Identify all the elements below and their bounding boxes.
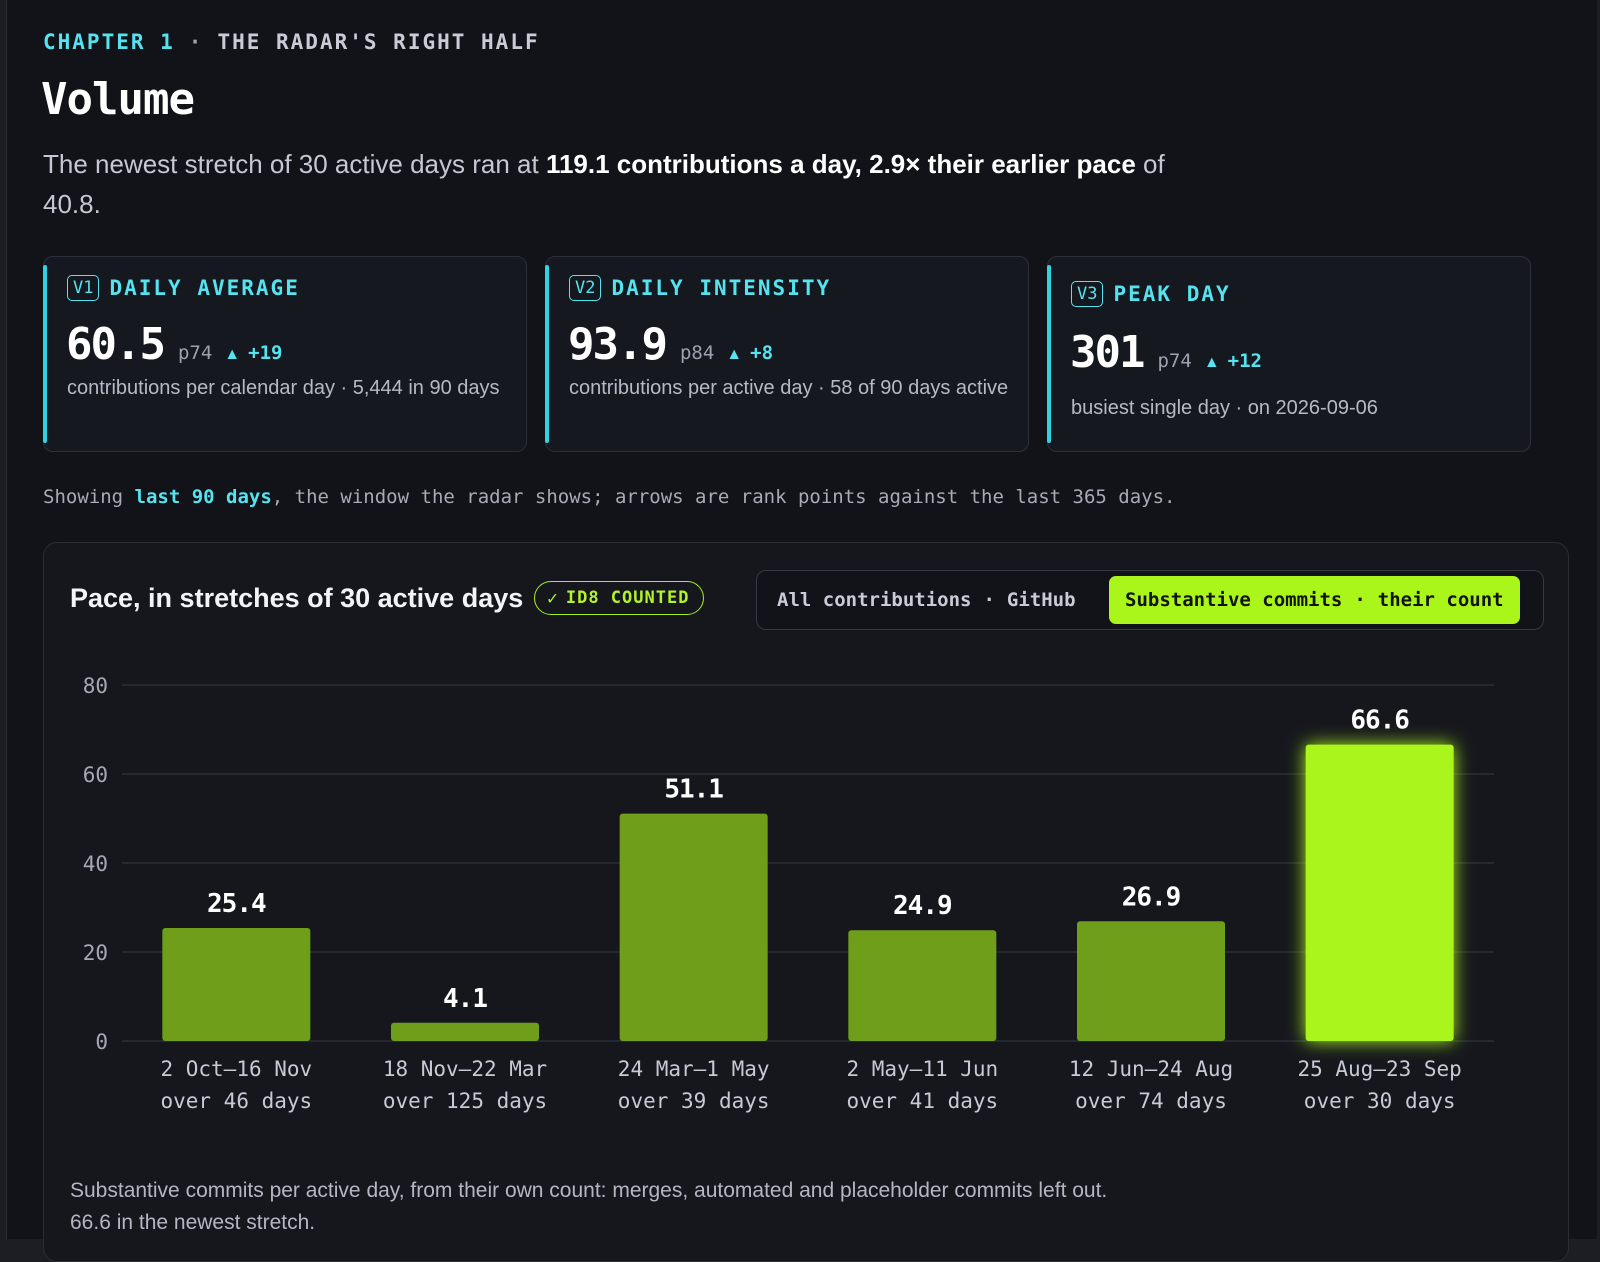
x-tick-sublabel: over 39 days xyxy=(618,1089,770,1113)
card-value: 301 xyxy=(1070,327,1145,378)
card-label: Daily average xyxy=(109,276,300,300)
card-description: contributions per active day · 58 of 90 … xyxy=(569,377,1009,399)
lede-after: of 40.8. xyxy=(43,149,1165,219)
card-description: contributions per calendar day · 5,444 i… xyxy=(67,377,500,399)
bar xyxy=(162,927,311,1041)
x-tick-label: 25 Aug–23 Sep xyxy=(1297,1057,1461,1081)
bar-value-label: 66.6 xyxy=(1350,706,1409,736)
card-value-row: 301 p74 ▲ +12 xyxy=(1070,327,1262,378)
x-tick-sublabel: over 41 days xyxy=(846,1089,998,1113)
counted-badge: ✓ ID8 counted xyxy=(534,581,705,615)
y-tick-label: 60 xyxy=(83,763,108,787)
up-arrow-icon: ▲ xyxy=(726,346,743,363)
card-header: V2 Daily intensity xyxy=(569,275,831,301)
bar xyxy=(391,1022,539,1041)
x-tick-label: 12 Jun–24 Aug xyxy=(1069,1057,1233,1081)
pace-chart-panel: Pace, in stretches of 30 active days ✓ I… xyxy=(43,542,1569,1262)
card-delta: +12 xyxy=(1227,350,1262,372)
page-title: Volume xyxy=(41,74,195,125)
card-delta: +8 xyxy=(750,342,774,364)
metric-card-daily-intensity: V2 Daily intensity 93.9 p84 ▲ +8 contrib… xyxy=(545,256,1029,452)
window-note-before: Showing xyxy=(43,486,135,508)
bar xyxy=(848,930,997,1041)
toggle-option-source: GitHub xyxy=(1006,589,1076,611)
toggle-option-label: Substantive commits xyxy=(1125,589,1343,611)
metric-cards: V1 Daily average 60.5 p74 ▲ +19 contribu… xyxy=(43,256,1569,454)
y-tick-label: 20 xyxy=(83,941,108,965)
card-percentile: p74 xyxy=(1157,350,1192,372)
lede-paragraph: The newest stretch of 30 active days ran… xyxy=(43,144,1223,224)
toggle-all-contributions[interactable]: All contributions · GitHub xyxy=(777,576,1076,624)
source-toggle: All contributions · GitHub Substantive com… xyxy=(756,570,1544,630)
card-value-row: 60.5 p74 ▲ +19 xyxy=(66,319,282,370)
chapter-heading: Chapter 1 · The radar's right half xyxy=(43,30,540,54)
card-description: busiest single day · on 2026-09-06 xyxy=(1071,397,1378,419)
x-tick-sublabel: over 46 days xyxy=(160,1089,312,1113)
y-tick-label: 80 xyxy=(83,674,108,698)
x-tick-label: 2 May–11 Jun xyxy=(846,1057,998,1081)
chapter-number: Chapter 1 xyxy=(43,30,175,54)
card-percentile: p74 xyxy=(177,342,213,364)
metric-card-daily-average: V1 Daily average 60.5 p74 ▲ +19 contribu… xyxy=(43,256,527,452)
bar xyxy=(1305,744,1454,1041)
x-tick-sublabel: over 74 days xyxy=(1075,1089,1227,1113)
pace-bar-chart: 0 20 40 60 80 25.4 2 Oct–16 Nov over 46 days 4.1… xyxy=(83,674,1494,1113)
lede-bold: 119.1 contributions a day, 2.9× their ea… xyxy=(545,149,1136,179)
card-label: Peak day xyxy=(1113,282,1231,306)
badge-label: ID8 counted xyxy=(565,588,690,608)
window-note-highlight: last 90 days xyxy=(134,486,272,508)
card-header: V3 Peak day xyxy=(1071,281,1231,307)
bar-value-label: 51.1 xyxy=(664,775,723,805)
toggle-separator: · xyxy=(1354,589,1366,611)
y-tick-label: 0 xyxy=(95,1030,108,1054)
panel-title: Pace, in stretches of 30 active days xyxy=(70,583,524,613)
window-note: Showing last 90 days, the window the rad… xyxy=(43,486,1175,508)
toggle-option-label: All contributions xyxy=(777,589,972,611)
x-tick-sublabel: over 30 days xyxy=(1304,1089,1456,1113)
card-percentile: p84 xyxy=(679,342,715,364)
toggle-separator: · xyxy=(983,589,995,611)
bar-value-label: 24.9 xyxy=(893,891,952,921)
up-arrow-icon: ▲ xyxy=(224,346,241,363)
x-tick-label: 2 Oct–16 Nov xyxy=(160,1057,312,1081)
toggle-option-source: their count xyxy=(1377,589,1504,611)
bar-value-label: 25.4 xyxy=(207,889,266,919)
x-tick-label: 18 Nov–22 Mar xyxy=(383,1057,547,1081)
card-tag: V2 xyxy=(569,275,602,301)
card-label: Daily intensity xyxy=(611,276,832,300)
card-tag: V1 xyxy=(67,275,100,301)
y-tick-label: 40 xyxy=(83,852,108,876)
chapter-separator: · xyxy=(188,30,204,54)
toggle-substantive-commits[interactable]: Substantive commits · their count xyxy=(1109,576,1520,624)
x-tick-label: 24 Mar–1 May xyxy=(618,1057,770,1081)
check-icon: ✓ xyxy=(547,587,559,609)
bar-value-label: 26.9 xyxy=(1122,882,1181,912)
card-header: V1 Daily average xyxy=(67,275,300,301)
chapter-title: The radar's right half xyxy=(217,30,540,54)
card-delta: +19 xyxy=(248,342,283,364)
card-tag: V3 xyxy=(1071,281,1104,307)
card-value-row: 93.9 p84 ▲ +8 xyxy=(568,319,773,370)
lede-before: The newest stretch of 30 active days ran… xyxy=(43,149,546,179)
up-arrow-icon: ▲ xyxy=(1203,354,1220,371)
window-note-after: , the window the radar shows; arrows are… xyxy=(271,486,1176,508)
metric-card-peak-day: V3 Peak day 301 p74 ▲ +12 busiest single… xyxy=(1047,256,1531,452)
card-value: 60.5 xyxy=(66,319,166,370)
x-tick-sublabel: over 125 days xyxy=(383,1089,547,1113)
bar xyxy=(619,813,768,1041)
bar-value-label: 4.1 xyxy=(443,984,487,1014)
page: Chapter 1 · The radar's right half Volume … xyxy=(6,0,1597,1262)
bar xyxy=(1077,921,1225,1041)
card-value: 93.9 xyxy=(568,319,668,370)
chart-footnote: Substantive commits per active day, from… xyxy=(70,1179,1108,1234)
